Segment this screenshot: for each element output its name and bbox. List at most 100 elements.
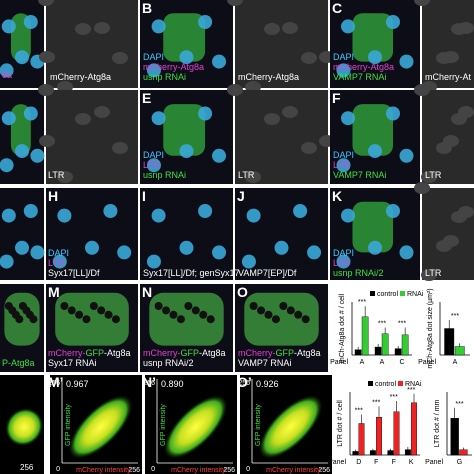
caption: mCherry-Atg8a <box>333 62 394 72</box>
nucleus <box>336 63 351 78</box>
caption: mCherry-At <box>425 72 472 82</box>
caption: LTR <box>48 170 65 180</box>
x-axis-label: Panel <box>330 359 348 366</box>
caption-span: usnp RNAi <box>143 170 186 180</box>
texture <box>421 269 437 281</box>
caption: mCherry-GFP-Atg8a <box>238 348 321 358</box>
texture <box>301 142 317 154</box>
nucleus <box>212 54 227 69</box>
caption: mCherry-GFP-Atg8a <box>48 348 131 358</box>
panel-letter: E <box>142 90 151 106</box>
bar <box>361 316 369 356</box>
vesicle <box>301 315 310 324</box>
cell <box>352 104 393 156</box>
nucleus <box>23 204 38 218</box>
cell <box>149 292 224 346</box>
nucleus <box>179 50 194 65</box>
micrograph <box>235 0 328 88</box>
caption-span: -Atg8a <box>104 348 131 358</box>
caption-span: 8a <box>2 70 12 80</box>
nucleus <box>368 240 382 255</box>
nucleus <box>246 208 261 223</box>
significance: *** <box>378 320 386 327</box>
bar <box>369 450 376 456</box>
nucleus <box>52 254 67 269</box>
caption: usnp RNAi <box>143 170 186 180</box>
nucleus <box>241 254 256 269</box>
nucleus <box>336 158 351 173</box>
x-tick-label: D <box>356 459 361 466</box>
significance: *** <box>355 408 363 415</box>
vesicle <box>264 310 273 319</box>
nucleus <box>399 148 414 163</box>
caption-span: LTR <box>48 258 65 268</box>
micrograph <box>46 90 138 184</box>
texture <box>112 142 128 154</box>
bar <box>393 411 400 456</box>
vesicle <box>154 302 163 310</box>
texture <box>94 106 110 118</box>
texture <box>458 106 474 118</box>
nucleus <box>1 208 16 223</box>
texture <box>75 113 91 125</box>
texture <box>458 22 474 34</box>
caption-span: DAPI <box>333 150 354 160</box>
panel-letter: K <box>332 188 342 204</box>
caption-span: mCherry-Atg8a <box>333 62 394 72</box>
caption-span: mCherry- <box>143 348 181 358</box>
caption-span: DAPI <box>48 248 69 258</box>
texture <box>245 171 261 183</box>
caption: LTR <box>425 170 442 180</box>
vesicle <box>162 306 171 315</box>
vesicle <box>294 310 303 319</box>
axis-min: 0 <box>56 466 60 473</box>
caption: DAPI <box>143 150 164 160</box>
cell <box>163 13 206 62</box>
significance: *** <box>358 299 366 306</box>
micrograph <box>235 90 328 184</box>
nucleus <box>212 148 227 163</box>
texture <box>94 22 110 34</box>
nucleus <box>0 158 14 173</box>
caption: VAMP7 RNAi <box>333 72 386 82</box>
caption-span: LTR <box>238 170 255 180</box>
nucleus <box>341 208 355 223</box>
x-axis-label: Panel <box>425 459 443 466</box>
texture <box>414 0 430 6</box>
scatter-cloud <box>5 408 44 446</box>
caption: mCherry-Atg8a <box>50 72 111 82</box>
nucleus <box>23 106 38 121</box>
caption: LTR <box>425 268 442 278</box>
bar <box>358 423 365 456</box>
caption: usnp RNAi <box>143 72 186 82</box>
texture <box>264 23 280 35</box>
axis-max: 256 <box>238 380 250 387</box>
y-axis-label: LTR dot # / cell <box>337 400 344 447</box>
caption-span: Syx17 RNAi <box>48 358 97 368</box>
caption: DAPI <box>48 248 69 258</box>
caption: DAPI <box>333 150 354 160</box>
nucleus <box>117 245 132 260</box>
axis-max: 256 <box>20 463 34 472</box>
caption: 8a <box>2 70 12 80</box>
caption-span: LTR <box>143 160 160 170</box>
caption-span: VAMP7 RNAi <box>333 72 386 82</box>
caption-span: VAMP7[EP]/Df <box>238 268 297 278</box>
nucleus <box>341 111 355 126</box>
panel-letter: H <box>48 188 58 204</box>
x-tick-label: G <box>457 459 462 466</box>
bar <box>394 348 402 356</box>
nucleus <box>274 240 289 255</box>
texture <box>39 135 55 147</box>
caption-span: DAPI <box>143 52 164 62</box>
nucleus <box>336 254 351 269</box>
legend-swatch <box>400 291 405 296</box>
panel-letter: B <box>142 0 152 16</box>
cell <box>352 13 393 62</box>
caption-span: GFP <box>181 348 200 358</box>
caption-span: mCherry- <box>238 348 276 358</box>
bar <box>404 449 411 456</box>
panel-letter: O’ <box>237 374 252 390</box>
x-axis-label: Panel <box>418 359 436 366</box>
